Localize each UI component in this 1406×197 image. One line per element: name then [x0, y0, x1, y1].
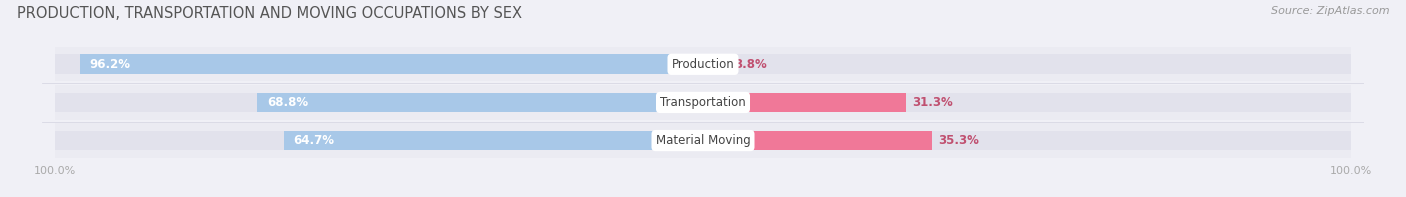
- Text: 96.2%: 96.2%: [90, 58, 131, 71]
- Text: 31.3%: 31.3%: [912, 96, 953, 109]
- Bar: [55, 54, 703, 74]
- Text: PRODUCTION, TRANSPORTATION AND MOVING OCCUPATIONS BY SEX: PRODUCTION, TRANSPORTATION AND MOVING OC…: [17, 6, 522, 21]
- Bar: [703, 93, 905, 112]
- Bar: [55, 93, 703, 112]
- Bar: [703, 93, 1351, 112]
- Text: Source: ZipAtlas.com: Source: ZipAtlas.com: [1271, 6, 1389, 16]
- Text: 3.8%: 3.8%: [734, 58, 766, 71]
- Text: Production: Production: [672, 58, 734, 71]
- Text: Transportation: Transportation: [661, 96, 745, 109]
- Text: 35.3%: 35.3%: [938, 134, 979, 147]
- Bar: [703, 131, 932, 151]
- Text: 64.7%: 64.7%: [294, 134, 335, 147]
- Text: Material Moving: Material Moving: [655, 134, 751, 147]
- Bar: [284, 131, 703, 151]
- Bar: [55, 131, 703, 151]
- Bar: [257, 93, 703, 112]
- Bar: [703, 131, 1351, 151]
- Text: 68.8%: 68.8%: [267, 96, 308, 109]
- Bar: [55, 47, 1351, 82]
- Bar: [80, 54, 703, 74]
- Bar: [55, 123, 1351, 158]
- Bar: [703, 54, 728, 74]
- Bar: [703, 54, 1351, 74]
- Bar: [55, 85, 1351, 120]
